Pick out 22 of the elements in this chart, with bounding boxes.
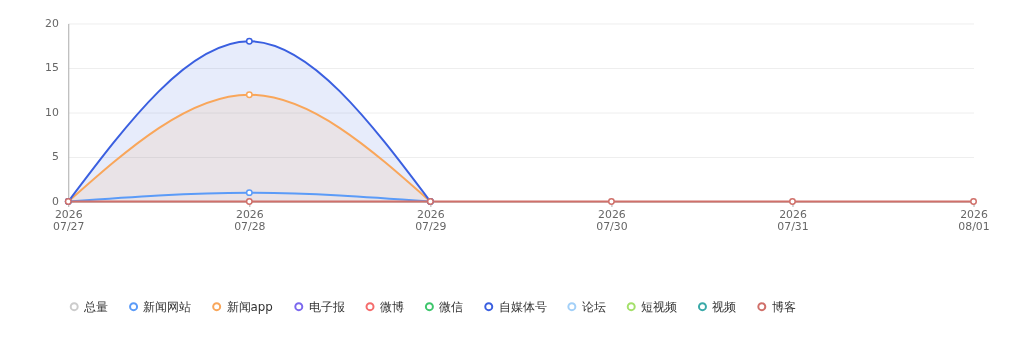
legend-label: 微博 bbox=[379, 299, 404, 314]
legend-label: 视频 bbox=[712, 299, 737, 314]
y-tick-label: 20 bbox=[45, 16, 59, 30]
y-tick-label: 0 bbox=[51, 195, 59, 209]
legend-label: 自媒体号 bbox=[498, 299, 547, 314]
legend-label: 短视频 bbox=[641, 299, 678, 314]
legend-label: 新闻app bbox=[226, 299, 273, 314]
legend-label: 总量 bbox=[83, 299, 109, 314]
x-tick-label: 2026 07/27 bbox=[53, 207, 85, 233]
x-tick-label: 2026 07/30 bbox=[596, 207, 628, 233]
legend-label: 电子报 bbox=[308, 299, 345, 314]
legend-label: 新闻网站 bbox=[143, 299, 192, 314]
x-tick-label: 2026 07/28 bbox=[234, 207, 266, 233]
x-tick-label: 2026 08/01 bbox=[958, 207, 990, 233]
y-tick-label: 15 bbox=[45, 61, 59, 75]
legend-label: 论坛 bbox=[581, 299, 606, 314]
y-tick-label: 10 bbox=[45, 105, 59, 119]
y-tick-label: 5 bbox=[51, 150, 59, 164]
legend-label: 微信 bbox=[439, 299, 464, 314]
x-tick-label: 2026 07/29 bbox=[415, 207, 447, 233]
x-tick-label: 2026 07/31 bbox=[777, 207, 809, 233]
legend-label: 博客 bbox=[771, 299, 796, 314]
